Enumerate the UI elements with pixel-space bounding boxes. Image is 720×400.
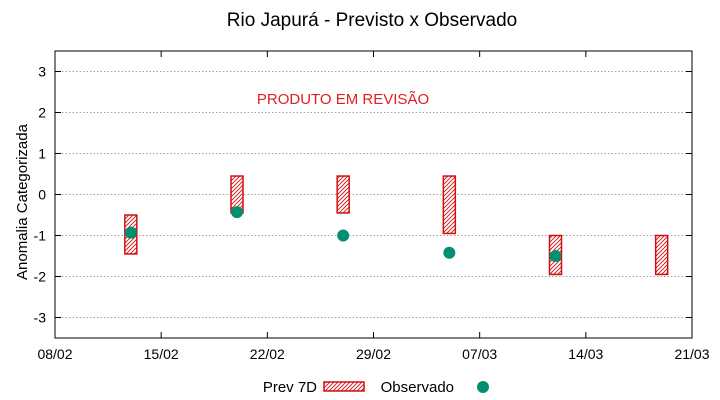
x-tick-label: 22/02 bbox=[250, 346, 285, 362]
x-tick-label: 07/03 bbox=[462, 346, 497, 362]
y-axis-label: Anomalia Categorizada bbox=[14, 123, 31, 280]
legend-marker-observado bbox=[477, 381, 489, 393]
forecast-bar bbox=[654, 234, 669, 276]
observed-point bbox=[443, 246, 456, 259]
y-tick-label: -3 bbox=[34, 310, 47, 326]
axes bbox=[54, 50, 693, 339]
observed-point bbox=[549, 250, 562, 262]
forecast-bar bbox=[442, 175, 457, 235]
x-tick-label: 29/02 bbox=[356, 346, 391, 362]
legend: Prev 7D Observado bbox=[263, 379, 489, 396]
y-tick-label: 3 bbox=[38, 64, 46, 80]
legend-label-observado: Observado bbox=[381, 379, 454, 396]
forecast-bar bbox=[336, 175, 350, 214]
observed-point bbox=[337, 229, 350, 242]
plot-frame bbox=[54, 50, 693, 339]
forecast-range-bars bbox=[124, 175, 669, 276]
tick-labels: -3 -2 -1 0 1 2 3 08/02 15/02 22/02 29/02 07/03 14/03… bbox=[34, 64, 710, 363]
observed-point bbox=[124, 226, 137, 239]
x-tick-label: 14/03 bbox=[568, 346, 603, 362]
y-tick-label: 1 bbox=[38, 146, 46, 162]
y-tick-label: -2 bbox=[34, 269, 47, 285]
observed-points bbox=[124, 206, 562, 262]
y-tick-label: 0 bbox=[38, 187, 46, 203]
legend-swatch-prev7d bbox=[323, 381, 365, 392]
x-tick-label: 21/03 bbox=[674, 346, 709, 362]
legend-label-prev7d: Prev 7D bbox=[263, 379, 317, 396]
y-tick-label: -1 bbox=[34, 228, 47, 244]
grid bbox=[55, 71, 692, 318]
observed-point bbox=[231, 206, 243, 219]
chart-title: Rio Japurá - Previsto x Observado bbox=[227, 10, 517, 31]
y-tick-label: 2 bbox=[38, 105, 46, 121]
annotation-produto-em-revisao: PRODUTO EM REVISÃO bbox=[257, 91, 429, 108]
x-tick-label: 15/02 bbox=[144, 346, 179, 362]
x-tick-label: 08/02 bbox=[37, 346, 72, 362]
